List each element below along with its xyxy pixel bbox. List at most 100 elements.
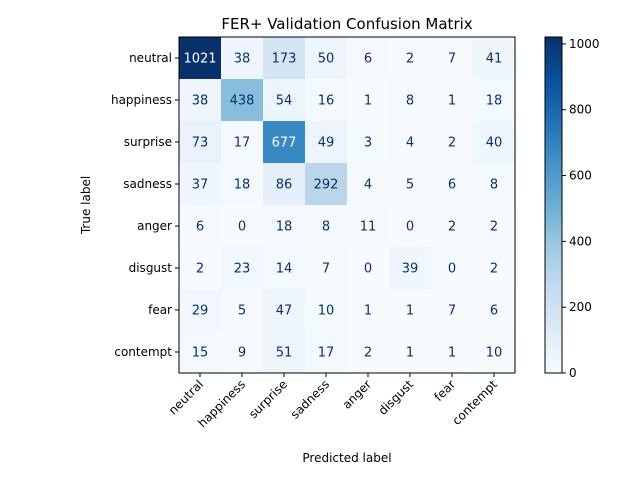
cell-value-label: 18 (486, 94, 503, 109)
heatmap-cell (389, 121, 432, 164)
heatmap-cell (179, 79, 222, 122)
heatmap-cell (431, 205, 474, 248)
heatmap-cell (179, 289, 222, 332)
heatmap-cell (221, 37, 264, 80)
heatmap-cell (473, 205, 516, 248)
heatmap-cell (179, 331, 222, 374)
heatmap-cell (431, 121, 474, 164)
x-tick-label: anger (340, 377, 375, 412)
cell-value-label: 6 (490, 304, 498, 319)
y-tick-label: surprise (124, 135, 172, 149)
cell-value-label: 14 (276, 262, 293, 277)
heatmap-cell (263, 289, 306, 332)
heatmap-cell (221, 121, 264, 164)
cell-value-label: 9 (238, 346, 246, 361)
cell-value-label: 6 (364, 52, 372, 67)
heatmap-cell (305, 331, 348, 374)
y-tick-label: anger (137, 219, 172, 233)
colorbar-tick-label: 1000 (569, 37, 600, 51)
cell-value-label: 8 (322, 220, 330, 235)
cell-value-label: 2 (196, 262, 204, 277)
heatmap-cell (263, 79, 306, 122)
y-tick-label: contempt (114, 345, 172, 359)
heatmap-cell (431, 247, 474, 290)
heatmap-cell (221, 163, 264, 206)
x-tick-label: neutral (166, 377, 206, 417)
heatmap-cell (389, 79, 432, 122)
heatmap-cell (221, 289, 264, 332)
cell-value-label: 54 (276, 94, 293, 109)
heatmap-cell (221, 331, 264, 374)
heatmap-cell (179, 247, 222, 290)
heatmap-cell (263, 37, 306, 80)
cell-value-label: 38 (192, 94, 209, 109)
cell-value-label: 5 (406, 178, 414, 193)
cell-value-label: 2 (490, 220, 498, 235)
cell-value-label: 173 (272, 52, 297, 67)
cell-value-label: 18 (234, 178, 251, 193)
cell-value-label: 73 (192, 136, 209, 151)
cell-value-label: 1021 (183, 52, 216, 67)
cell-value-label: 17 (234, 136, 251, 151)
cell-value-label: 23 (234, 262, 251, 277)
heatmap-cell (389, 37, 432, 80)
y-axis-ticks: neutral happiness surprise sadness anger disg… (111, 51, 179, 359)
cell-value-label: 1 (406, 304, 414, 319)
y-tick-label: fear (148, 303, 172, 317)
cell-value-label: 0 (406, 220, 414, 235)
heatmap-cells (179, 37, 516, 374)
cell-value-label: 18 (276, 220, 293, 235)
heatmap-cell (347, 247, 390, 290)
cell-value-label: 4 (406, 136, 414, 151)
heatmap-cell (473, 163, 516, 206)
plot-frame (178, 36, 516, 374)
cell-value-label: 38 (234, 52, 251, 67)
cell-value-label: 41 (486, 52, 503, 67)
heatmap-cell (221, 79, 264, 122)
cell-value-label: 40 (486, 136, 503, 151)
cell-value-label: 2 (448, 220, 456, 235)
heatmap-cell (179, 37, 222, 80)
heatmap-cell (305, 247, 348, 290)
heatmap-cell (179, 121, 222, 164)
cell-value-label: 8 (490, 178, 498, 193)
heatmap-cell (179, 163, 222, 206)
cell-value-label: 6 (448, 178, 456, 193)
cell-value-label: 1 (448, 94, 456, 109)
cell-value-label: 2 (406, 52, 414, 67)
heatmap-cell (347, 205, 390, 248)
colorbar-tick-label: 400 (569, 234, 592, 248)
cell-value-label: 47 (276, 304, 293, 319)
y-tick-label: neutral (129, 51, 172, 65)
cell-value-label: 7 (448, 304, 456, 319)
heatmap-cell (347, 121, 390, 164)
heatmap-cell (305, 163, 348, 206)
cell-value-label: 10 (486, 346, 503, 361)
y-axis-label: True label (79, 176, 93, 235)
colorbar-tick-label: 200 (569, 300, 592, 314)
colorbar-tick-label: 800 (569, 103, 592, 117)
heatmap-cell (473, 247, 516, 290)
cell-value-label: 37 (192, 178, 209, 193)
cell-value-label: 677 (272, 136, 297, 151)
heatmap-cell (389, 247, 432, 290)
heatmap-cell (389, 163, 432, 206)
heatmap-cell (305, 79, 348, 122)
heatmap-cell (389, 289, 432, 332)
y-tick-label: sadness (123, 177, 172, 191)
cell-value-label: 292 (314, 178, 339, 193)
colorbar-tick-label: 600 (569, 169, 592, 183)
cell-value-label: 7 (322, 262, 330, 277)
colorbar (544, 36, 563, 374)
x-tick-label: surprise (246, 377, 290, 421)
heatmap-cell (305, 37, 348, 80)
heatmap-cell (263, 205, 306, 248)
heatmap-cell (431, 163, 474, 206)
cell-value-label: 1 (406, 346, 414, 361)
cell-value-label: 0 (238, 220, 246, 235)
cell-value-label: 8 (406, 94, 414, 109)
heatmap-cell (347, 79, 390, 122)
cell-value-label: 1 (364, 304, 372, 319)
heatmap-cell (473, 331, 516, 374)
